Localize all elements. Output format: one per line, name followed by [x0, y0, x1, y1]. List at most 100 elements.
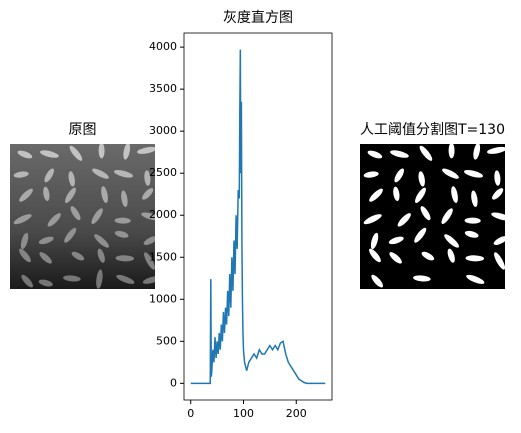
grain: [491, 212, 505, 221]
grain: [39, 252, 52, 264]
grain: [13, 171, 29, 178]
grain: [123, 144, 131, 160]
grain: [464, 170, 484, 178]
grain: [390, 150, 409, 158]
grain: [466, 274, 485, 284]
grain: [144, 252, 155, 270]
grain: [419, 145, 433, 161]
grain: [397, 213, 411, 227]
grain: [494, 170, 501, 186]
grain: [418, 171, 425, 187]
grain: [64, 227, 77, 243]
grain: [414, 227, 427, 243]
grain: [415, 187, 426, 204]
grain: [97, 248, 105, 263]
grain: [465, 255, 485, 262]
image: [10, 144, 155, 289]
grain: [442, 168, 459, 179]
grain: [20, 232, 29, 250]
grain: [494, 252, 505, 270]
grain: [92, 168, 109, 179]
grain: [141, 212, 155, 221]
image-background: [10, 144, 155, 289]
grain: [98, 144, 105, 159]
grain: [19, 248, 31, 263]
y-tick-label: 0: [170, 376, 177, 389]
grain: [69, 145, 83, 161]
grain: [38, 279, 53, 287]
grain: [421, 251, 435, 261]
x-tick-label: 0: [187, 407, 194, 420]
grain: [13, 214, 32, 225]
y-tick-label: 1500: [149, 250, 177, 263]
chart-title: 灰度直方图: [223, 9, 293, 26]
grain: [471, 190, 478, 207]
grain: [21, 274, 33, 288]
grain: [367, 150, 383, 159]
grain: [91, 208, 103, 225]
grain: [394, 168, 404, 183]
x-tick-label: 100: [233, 407, 254, 420]
y-tick-label: 1000: [149, 292, 177, 305]
grain: [114, 217, 131, 224]
grain: [94, 234, 109, 248]
grain: [420, 206, 431, 221]
grain: [70, 206, 81, 221]
grain: [441, 208, 453, 225]
grain: [388, 236, 404, 245]
grain: [448, 144, 455, 159]
grain: [393, 186, 400, 201]
grain: [370, 232, 379, 250]
grain: [19, 188, 33, 202]
grain: [144, 170, 151, 186]
grain: [38, 236, 54, 245]
y-tick-label: 3000: [149, 124, 177, 137]
grain: [63, 275, 81, 282]
grain: [493, 236, 505, 246]
y-tick-label: 2000: [149, 208, 177, 221]
grain: [473, 144, 481, 160]
grain: [451, 186, 458, 203]
grain: [17, 150, 33, 159]
y-tick-label: 500: [156, 334, 177, 347]
grain: [43, 186, 50, 201]
grain: [143, 236, 155, 246]
grain: [487, 146, 505, 154]
grain: [444, 234, 459, 248]
grain: [142, 188, 154, 200]
grain: [447, 248, 455, 263]
grain: [413, 275, 431, 282]
grain: [68, 171, 75, 187]
grain: [492, 188, 504, 200]
grain: [363, 214, 382, 225]
grain: [44, 168, 54, 183]
grain: [369, 248, 381, 263]
plot-frame: [183, 32, 333, 401]
grain: [363, 171, 379, 178]
grain: [137, 146, 155, 154]
grain: [71, 251, 85, 261]
grain: [40, 150, 59, 158]
grain: [114, 170, 134, 178]
panel-title: 原图: [69, 122, 97, 138]
grain: [464, 217, 481, 224]
y-tick-label: 2500: [149, 166, 177, 179]
grain: [369, 188, 383, 202]
grain: [371, 274, 383, 288]
x-tick-label: 200: [286, 407, 307, 420]
grain: [121, 190, 128, 207]
grain: [464, 230, 479, 238]
grain: [142, 276, 155, 284]
grain: [114, 230, 129, 238]
grain: [47, 213, 61, 227]
histogram-line: [190, 49, 326, 385]
image-background: [360, 144, 505, 289]
image: [360, 144, 505, 289]
panel-title: 人工阈值分割图T=130: [360, 121, 505, 138]
grain: [115, 255, 135, 262]
grain: [101, 186, 108, 203]
y-tick-label: 3500: [149, 82, 177, 95]
grain: [65, 187, 76, 204]
grain: [389, 252, 402, 264]
